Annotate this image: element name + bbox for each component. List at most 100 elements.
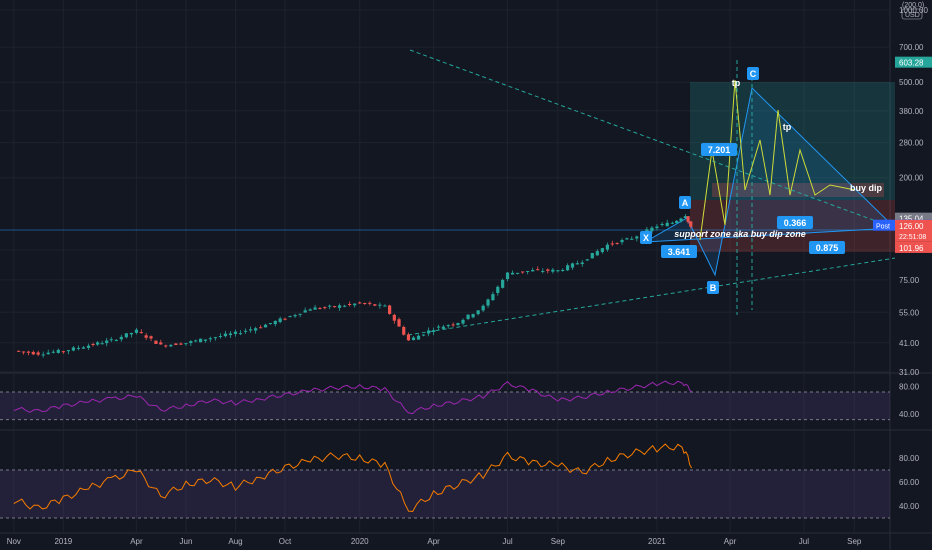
annotation-label: 0.366 xyxy=(784,218,807,228)
candle-body xyxy=(466,314,470,320)
candle-body xyxy=(471,314,475,318)
y-tick-label: 55.00 xyxy=(899,308,920,317)
candle-body xyxy=(17,350,21,352)
target-zone xyxy=(690,82,895,200)
candle-body xyxy=(526,270,530,272)
candle-body xyxy=(298,313,302,315)
candle-body xyxy=(665,222,669,227)
candle-body xyxy=(303,310,307,313)
candle-body xyxy=(254,328,258,331)
candle-body xyxy=(476,310,480,315)
x-tick-label: Apr xyxy=(427,537,440,546)
candle-body xyxy=(179,343,183,345)
candle-body xyxy=(259,327,263,329)
x-tick-label: Aug xyxy=(228,537,242,546)
annotation-label: tp xyxy=(783,122,792,132)
candle-body xyxy=(288,315,292,317)
candle-body xyxy=(119,336,123,340)
candle-body xyxy=(392,314,396,321)
candle-body xyxy=(134,329,139,333)
candle-body xyxy=(432,330,436,333)
oscillator-tick-label: 40.00 xyxy=(899,410,920,419)
x-tick-label: 2019 xyxy=(54,537,72,546)
candle-body xyxy=(164,345,168,347)
candle-body xyxy=(556,270,560,272)
price-tag-label: 126.00 xyxy=(899,222,924,231)
candle-body xyxy=(36,352,40,355)
candle-body xyxy=(620,240,624,243)
candle-body xyxy=(378,304,382,306)
x-tick-label: Sep xyxy=(551,537,566,546)
candle-body xyxy=(660,224,664,226)
candle-body xyxy=(233,331,238,334)
candle-body xyxy=(397,319,401,327)
candle-body xyxy=(683,216,687,218)
candle-body xyxy=(238,333,243,335)
oscillator-line xyxy=(13,380,692,415)
candle-body xyxy=(248,329,253,331)
buy-dip-zone xyxy=(712,183,884,197)
annotation-box xyxy=(701,143,737,156)
oscillator-tick-label: 80.00 xyxy=(899,382,920,391)
candle-body xyxy=(174,343,178,346)
candle-body xyxy=(308,309,312,311)
candle-body xyxy=(605,244,610,250)
candle-body xyxy=(561,269,565,272)
annotation-label: 0.875 xyxy=(816,243,839,253)
candle-body xyxy=(436,326,441,328)
candle-body xyxy=(86,345,91,348)
x-tick-label: Apr xyxy=(724,537,737,546)
price-tag-countdown: 22:51:08 xyxy=(899,234,926,241)
rsi-pane[interactable] xyxy=(0,380,890,421)
candle-body xyxy=(243,330,248,332)
candle-body xyxy=(426,330,431,334)
candle-body xyxy=(343,305,347,307)
candle-body xyxy=(625,238,629,240)
candle-body xyxy=(337,305,342,308)
candle-body xyxy=(184,343,188,345)
candle-body xyxy=(595,251,599,256)
candle-body xyxy=(51,351,55,353)
candle-body xyxy=(610,243,614,245)
candle-body xyxy=(689,221,693,227)
candle-body xyxy=(149,336,153,339)
candle-body xyxy=(590,252,594,259)
candle-body xyxy=(203,339,208,341)
candle-body xyxy=(501,279,505,288)
x-tick-label: Jun xyxy=(180,537,193,546)
price-pane[interactable]: A B C X 7.201 3.641 0.366 0.875 tp tp buy dip suppo… xyxy=(0,49,897,358)
candle-body xyxy=(91,344,95,346)
candle-body xyxy=(650,227,654,232)
oscillator-pane[interactable] xyxy=(0,443,890,519)
candle-body xyxy=(139,332,143,334)
candle-body xyxy=(645,229,649,233)
candle-body xyxy=(655,226,659,229)
price-tag-badge-label: Post xyxy=(876,224,890,231)
price-tag xyxy=(895,241,932,253)
candle-body xyxy=(159,342,163,345)
candle-body xyxy=(154,340,158,344)
candle-body xyxy=(208,338,212,340)
currency-label: USD xyxy=(905,12,920,19)
harmonic-pattern xyxy=(644,86,897,277)
oscillator-line xyxy=(13,443,693,513)
candle-body xyxy=(26,351,31,353)
resistance-trendline xyxy=(409,49,896,229)
candle-body xyxy=(510,272,515,275)
x-tick-label: Oct xyxy=(279,537,292,546)
candle-body xyxy=(515,272,520,274)
annotation-box xyxy=(661,245,697,258)
candle-body xyxy=(675,220,679,224)
support-trendline xyxy=(407,257,896,336)
candle-body xyxy=(536,269,540,271)
candle-body xyxy=(580,262,584,265)
candle-body xyxy=(373,304,377,306)
candle-body xyxy=(61,351,65,353)
y-tick-label: 200.00 xyxy=(899,174,924,183)
candle-body xyxy=(129,332,133,335)
candle-body xyxy=(451,324,455,326)
candle-body xyxy=(223,333,228,337)
candle-body xyxy=(481,305,485,311)
candle-body xyxy=(421,334,426,336)
annotation-label: 7.201 xyxy=(708,145,731,155)
